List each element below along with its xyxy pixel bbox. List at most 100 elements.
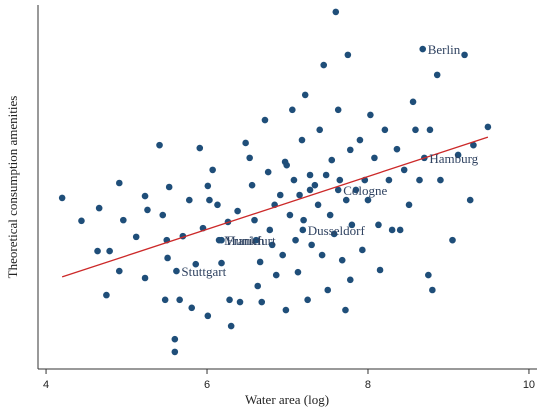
point xyxy=(171,335,179,343)
point xyxy=(326,211,334,219)
point xyxy=(141,274,149,282)
point xyxy=(209,166,216,174)
y-axis-label: Theoretical consumption amenities xyxy=(5,96,20,279)
point xyxy=(144,206,151,214)
point xyxy=(103,291,110,299)
point xyxy=(461,51,468,59)
point xyxy=(393,145,401,153)
point xyxy=(359,246,366,254)
point xyxy=(484,123,492,131)
point xyxy=(251,216,258,224)
point xyxy=(282,306,290,314)
point xyxy=(308,241,315,249)
point xyxy=(279,251,286,259)
point xyxy=(336,176,344,184)
point xyxy=(215,236,223,244)
point xyxy=(396,226,404,234)
x-tick-label: 6 xyxy=(204,379,210,391)
point xyxy=(173,267,180,275)
point xyxy=(272,271,280,279)
point xyxy=(106,247,113,255)
point xyxy=(258,298,266,306)
point xyxy=(344,51,352,59)
point xyxy=(338,256,346,264)
point xyxy=(286,211,294,219)
point xyxy=(346,146,354,154)
point xyxy=(348,221,356,229)
point xyxy=(214,201,221,209)
x-axis-label: Water area (log) xyxy=(245,392,329,407)
point xyxy=(342,196,350,204)
point xyxy=(388,226,396,234)
point xyxy=(115,179,123,187)
city-label: Berlin xyxy=(428,42,461,57)
point xyxy=(256,258,264,266)
point xyxy=(412,126,419,134)
point xyxy=(381,126,389,134)
point xyxy=(304,296,311,304)
point xyxy=(300,216,307,224)
point xyxy=(254,282,262,290)
point xyxy=(324,286,332,294)
point xyxy=(376,266,384,274)
point xyxy=(204,182,212,190)
point xyxy=(248,181,256,189)
point xyxy=(332,8,340,16)
point xyxy=(299,226,307,234)
point xyxy=(132,233,140,241)
point xyxy=(171,348,179,356)
point xyxy=(367,111,374,119)
point xyxy=(328,156,336,164)
point xyxy=(356,136,364,144)
point xyxy=(454,151,462,159)
point xyxy=(405,201,413,209)
point xyxy=(314,201,322,209)
point xyxy=(400,166,408,174)
city-label: Munich xyxy=(224,233,265,248)
point xyxy=(320,61,328,69)
point xyxy=(58,194,66,202)
point xyxy=(159,211,167,219)
point xyxy=(425,271,432,279)
point xyxy=(385,176,393,184)
city-label: Dusseldorf xyxy=(308,223,366,238)
point xyxy=(419,45,427,53)
point xyxy=(234,207,241,215)
point xyxy=(268,241,276,249)
point xyxy=(306,186,314,194)
point xyxy=(120,216,127,224)
city-label: Stuttgart xyxy=(181,264,226,279)
city-label: Cologne xyxy=(343,183,387,198)
point xyxy=(165,183,173,191)
point xyxy=(236,298,244,306)
point xyxy=(301,91,309,99)
point xyxy=(246,154,253,162)
point xyxy=(449,236,456,244)
point xyxy=(192,260,200,268)
point xyxy=(342,306,349,314)
point xyxy=(306,171,314,179)
point xyxy=(161,296,169,304)
point xyxy=(204,312,212,320)
point xyxy=(334,106,342,114)
point xyxy=(316,126,323,134)
point xyxy=(115,267,123,275)
point xyxy=(206,196,213,204)
point xyxy=(276,191,284,199)
point xyxy=(218,259,225,267)
point xyxy=(252,236,260,244)
point xyxy=(311,181,319,189)
point xyxy=(290,176,298,184)
point xyxy=(176,296,183,304)
point xyxy=(196,144,204,152)
point xyxy=(78,217,85,225)
point xyxy=(409,98,417,106)
point xyxy=(283,161,290,169)
point xyxy=(227,322,235,330)
point xyxy=(429,286,436,294)
point xyxy=(364,196,372,204)
point xyxy=(346,276,354,284)
point xyxy=(330,230,338,238)
